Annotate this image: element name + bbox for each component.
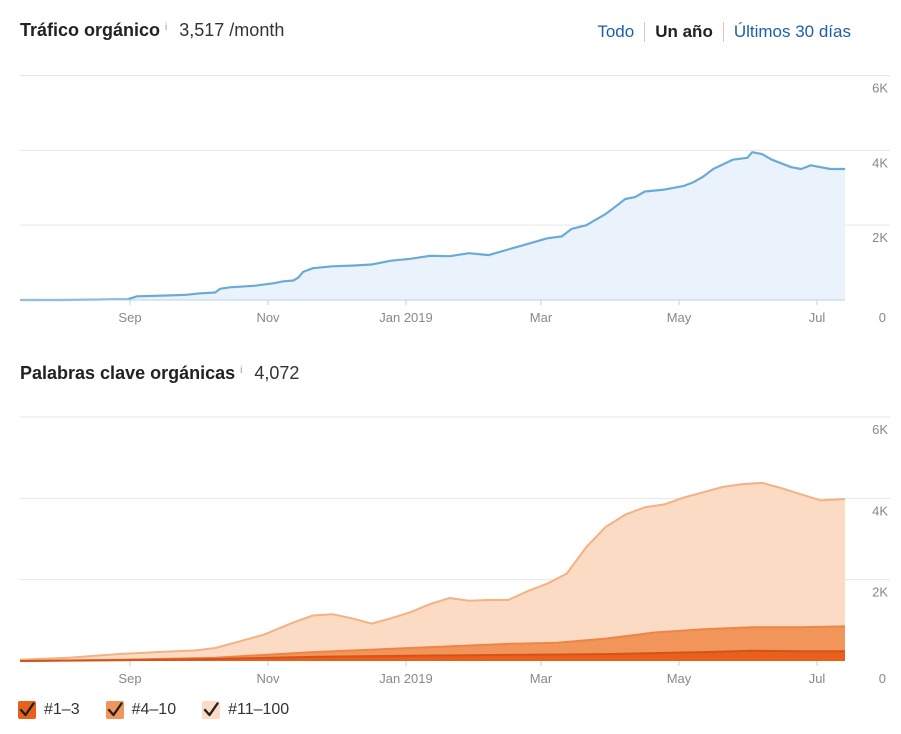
keywords-metric: 4,072 [254, 363, 300, 383]
legend-label-4-10: #4–10 [131, 701, 177, 718]
traffic-chart: 6K 4K 2K 0 Sep Nov Jan 2019 Mar May Jul [20, 75, 890, 325]
y-tick-label: 6K [872, 422, 888, 437]
traffic-line [20, 151, 845, 302]
range-selector: Todo Un año Últimos 30 días [587, 22, 861, 42]
legend-label-11-100: #11–100 [228, 701, 290, 718]
x-tick-label: Nov [256, 310, 280, 325]
range-divider [644, 22, 646, 42]
x-tick-label: Jan 2019 [379, 671, 433, 686]
traffic-header: Tráfico orgánico i 3,517 /month [20, 20, 284, 41]
range-divider [722, 22, 724, 42]
y-tick-label: 2K [872, 230, 888, 245]
traffic-title: Tráfico orgánico [20, 20, 161, 40]
series-area-11-100 [20, 482, 845, 661]
legend-checkbox-top3[interactable] [18, 701, 36, 719]
x-tick-label: Mar [530, 671, 553, 686]
x-tick-label: Jan 2019 [379, 310, 433, 325]
x-tick-label: Nov [256, 671, 280, 686]
legend-checkbox-4-10[interactable] [105, 701, 124, 719]
series-line-top3 [19, 649, 845, 662]
range-one-year-button[interactable]: Un año [655, 22, 713, 41]
y-tick-label: 2K [872, 585, 888, 600]
y-tick-label: 6K [872, 81, 888, 96]
traffic-area [20, 152, 845, 300]
check-icon [19, 702, 35, 717]
series-line-11-100 [19, 481, 846, 661]
y-tick-label: 0 [879, 671, 886, 686]
series-line-4-10 [19, 625, 846, 662]
check-icon [203, 702, 219, 717]
x-tick-label: Jul [809, 671, 826, 686]
x-tick-label: Sep [118, 310, 141, 325]
traffic-info-icon[interactable]: i [165, 22, 168, 33]
range-all-button[interactable]: Todo [597, 22, 635, 41]
legend-item-4-10[interactable]: #4–10 [105, 701, 177, 719]
traffic-metric: 3,517 /month [179, 20, 285, 40]
y-tick-label: 0 [879, 310, 886, 325]
legend-item-11-100[interactable]: #11–100 [202, 701, 289, 719]
range-last-30-days-button[interactable]: Últimos 30 días [733, 22, 851, 41]
legend-item-top3[interactable]: #1–3 [18, 701, 80, 719]
legend-checkbox-11-100[interactable] [202, 701, 221, 719]
x-tick-label: Mar [530, 310, 553, 325]
x-tick-label: May [667, 671, 692, 686]
keywords-info-icon[interactable]: i [240, 365, 243, 376]
y-tick-label: 4K [872, 155, 888, 170]
x-tick-label: Sep [118, 671, 141, 686]
x-tick-label: Jul [809, 310, 826, 325]
x-tick-label: May [667, 310, 692, 325]
keywords-header: Palabras clave orgánicas i 4,072 [20, 363, 299, 384]
keywords-chart: 6K 4K 2K 0 Sep Nov Jan 2019 Mar May Jul [19, 416, 890, 686]
legend-label-top3: #1–3 [44, 701, 80, 718]
check-icon [107, 702, 123, 717]
y-tick-label: 4K [872, 503, 888, 518]
keywords-legend: #1–3 #4–10 #11–100 [18, 701, 315, 719]
keywords-title: Palabras clave orgánicas [20, 363, 236, 383]
